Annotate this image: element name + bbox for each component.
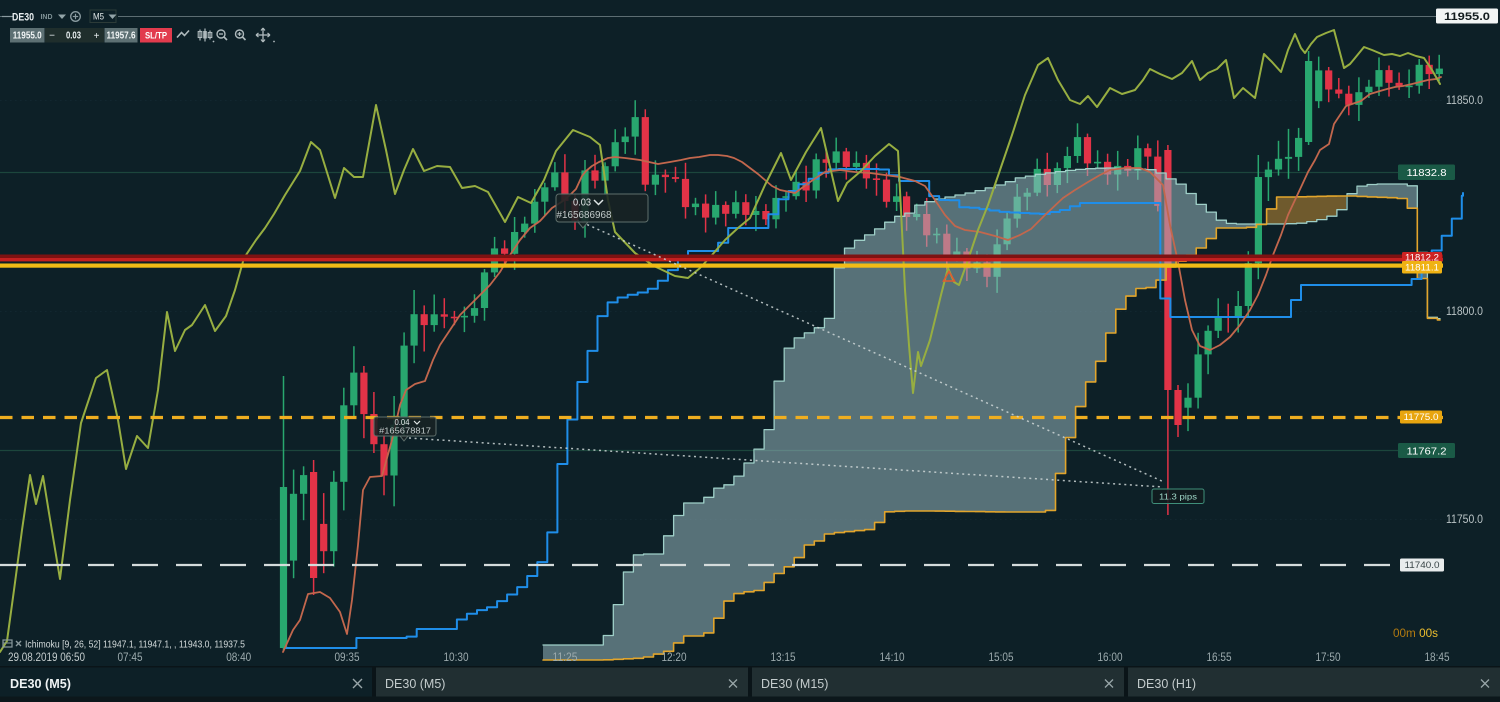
svg-text:11740.0: 11740.0 (1405, 560, 1440, 570)
svg-text:IND: IND (41, 12, 54, 21)
svg-text:11:25: 11:25 (553, 652, 578, 664)
svg-text:DE30 (M5): DE30 (M5) (385, 677, 445, 691)
svg-text:13:15: 13:15 (771, 652, 796, 664)
svg-text:#165686968: #165686968 (557, 210, 612, 221)
svg-text:11850.0: 11850.0 (1446, 95, 1483, 107)
svg-text:−: − (49, 31, 55, 42)
svg-text:+: + (94, 31, 100, 42)
svg-text:11775.0: 11775.0 (1404, 412, 1439, 422)
svg-text:16:55: 16:55 (1207, 652, 1232, 664)
svg-text:11957.6: 11957.6 (107, 31, 136, 42)
svg-text:29.08.2019 06:50: 29.08.2019 06:50 (8, 652, 85, 664)
svg-text:SL/TP: SL/TP (145, 31, 168, 42)
svg-text:DE30 (M15): DE30 (M15) (761, 677, 828, 691)
svg-text:DE30 (M5): DE30 (M5) (10, 676, 71, 691)
svg-text:00m 00s: 00m 00s (1393, 628, 1438, 640)
svg-text:11767.2: 11767.2 (1407, 445, 1447, 457)
svg-text:11812.2: 11812.2 (1405, 253, 1439, 263)
svg-text:0.03: 0.03 (66, 31, 81, 42)
svg-text:0.03: 0.03 (573, 198, 591, 209)
svg-text:11955.0: 11955.0 (13, 31, 42, 42)
svg-text:18:45: 18:45 (1425, 652, 1450, 664)
svg-text:16:00: 16:00 (1098, 652, 1123, 664)
svg-text:11800.0: 11800.0 (1446, 306, 1483, 318)
svg-text:17:50: 17:50 (1316, 652, 1341, 664)
svg-text:12:20: 12:20 (662, 652, 687, 664)
svg-text:07:45: 07:45 (118, 652, 143, 664)
svg-text:09:35: 09:35 (335, 652, 360, 664)
svg-text:15:05: 15:05 (989, 652, 1014, 664)
svg-text:11811.1: 11811.1 (1405, 262, 1439, 272)
svg-text:#165678817: #165678817 (379, 426, 431, 436)
svg-text:Ichimoku [9, 26, 52] 11947.1,: Ichimoku [9, 26, 52] 11947.1, 11947.1, ,… (25, 639, 245, 651)
svg-text:DE30: DE30 (12, 12, 34, 24)
svg-text:10:30: 10:30 (444, 652, 469, 664)
svg-text:08:40: 08:40 (226, 652, 251, 664)
svg-text:M5: M5 (93, 12, 104, 23)
svg-text:DE30 (H1): DE30 (H1) (1137, 677, 1196, 691)
svg-text:14:10: 14:10 (880, 652, 905, 664)
svg-text:11750.0: 11750.0 (1446, 514, 1483, 526)
svg-text:11832.8: 11832.8 (1407, 167, 1447, 179)
svg-text:11.3 pips: 11.3 pips (1159, 492, 1197, 502)
svg-text:0.04: 0.04 (395, 417, 410, 427)
svg-text:11955.0: 11955.0 (1444, 11, 1490, 23)
